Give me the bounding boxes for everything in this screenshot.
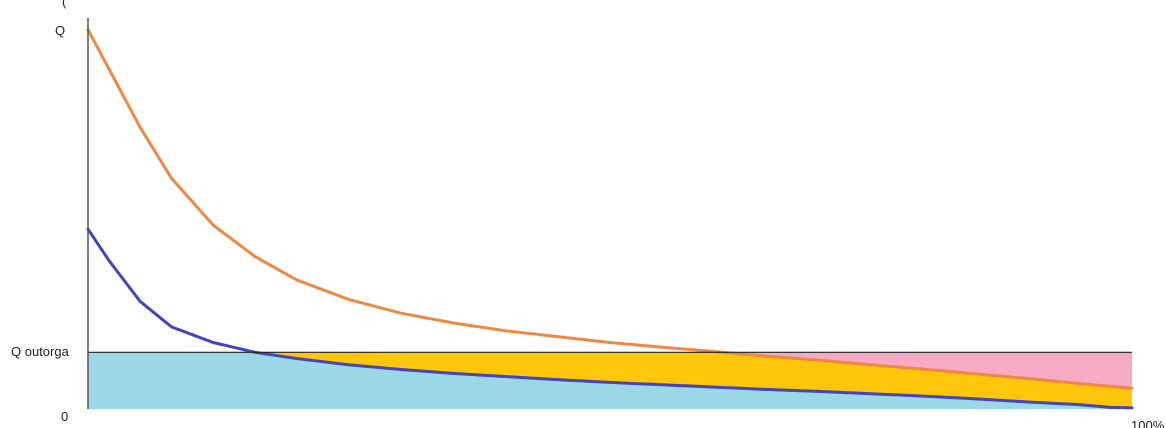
area-above-upper [88,352,1132,389]
chart-series-lines [86,28,1134,410]
origin-label: 0 [61,409,68,424]
q-outorga-label: Q outorga [11,344,70,359]
series-line-upper [86,28,1134,390]
y-axis-label: Q [55,23,65,38]
x-end-label: 100% [1131,418,1165,428]
top-partial-text: ( [62,0,67,9]
series-line-lower [86,227,1134,410]
chart-area-fills [88,352,1132,409]
